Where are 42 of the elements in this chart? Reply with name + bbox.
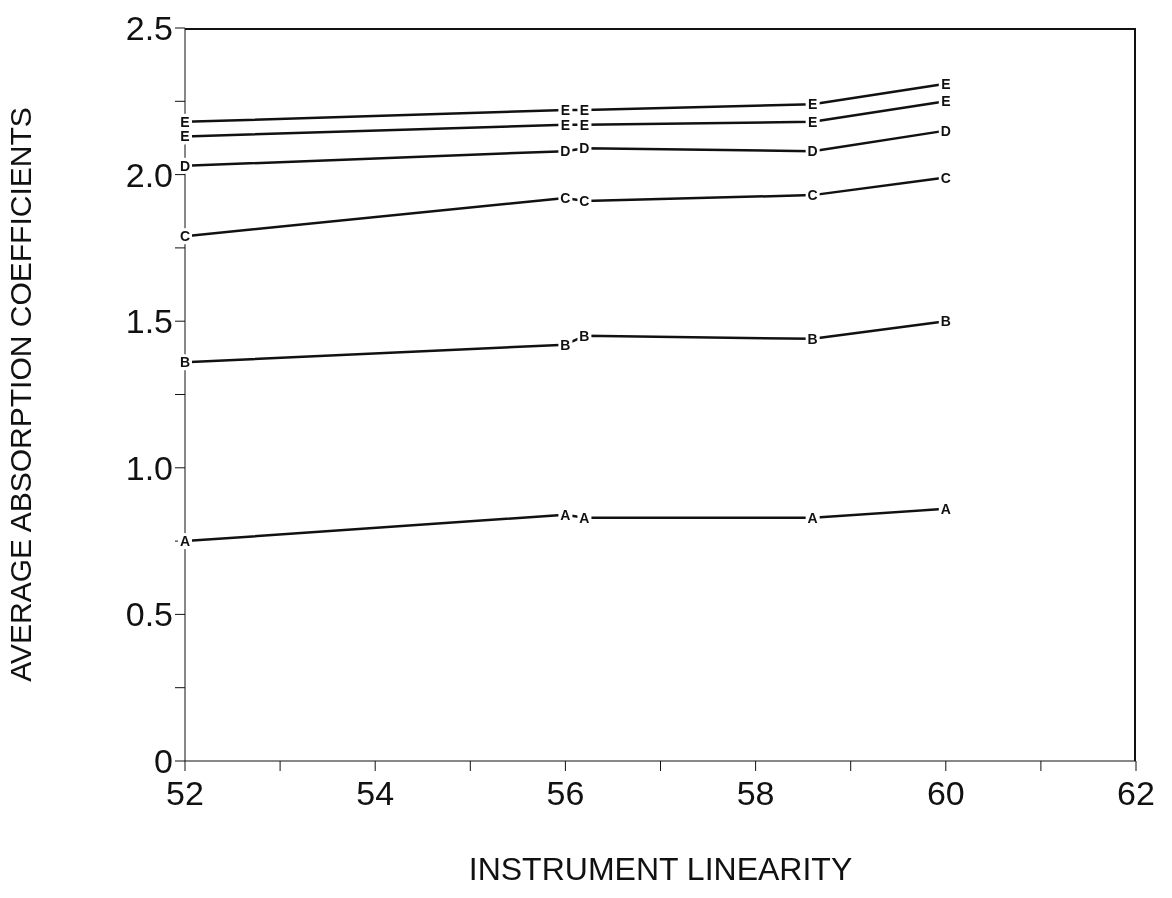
text: B (807, 330, 818, 347)
series-label: A (179, 533, 191, 550)
x-tick-label: 54 (356, 774, 395, 813)
text: A (807, 509, 818, 526)
series-label: D (179, 157, 191, 174)
x-tick-label: 62 (1117, 774, 1155, 813)
text: E (560, 116, 571, 133)
text: B (560, 336, 571, 353)
y-tick-label: 0.5 (125, 595, 173, 634)
text: E (807, 113, 818, 130)
text: B (940, 313, 951, 330)
y-tick-label: 1.0 (125, 448, 173, 487)
x-tick-label: 56 (546, 774, 585, 813)
series-label: E (180, 128, 190, 145)
text: D (579, 140, 590, 157)
text: D (940, 122, 951, 139)
text: C (940, 169, 951, 186)
text: A (579, 509, 590, 526)
text: D (807, 143, 818, 160)
series-label: C (179, 228, 191, 245)
text: C (560, 190, 571, 207)
text: C (807, 187, 818, 204)
y-tick-label: 2.5 (125, 9, 173, 48)
y-tick-label: 2.0 (125, 155, 173, 194)
text: E (560, 102, 571, 119)
y-tick-label: 1.5 (125, 302, 173, 341)
x-tick-label: 58 (736, 774, 775, 813)
x-axis-title: INSTRUMENT LINEARITY (468, 851, 853, 887)
text: E (941, 75, 951, 92)
text: B (579, 327, 590, 344)
text: E (579, 116, 590, 133)
text: C (579, 192, 590, 209)
text: E (807, 96, 818, 113)
text: A (940, 500, 951, 517)
x-tick-label: 60 (926, 774, 965, 813)
series-label: E (180, 113, 190, 130)
y-axis-title: AVERAGE ABSORPTION COEFFICIENTS (3, 107, 37, 682)
text: E (579, 102, 590, 119)
text: E (941, 93, 951, 110)
series-label: B (179, 354, 191, 371)
text: A (560, 506, 571, 523)
text: D (560, 143, 571, 160)
